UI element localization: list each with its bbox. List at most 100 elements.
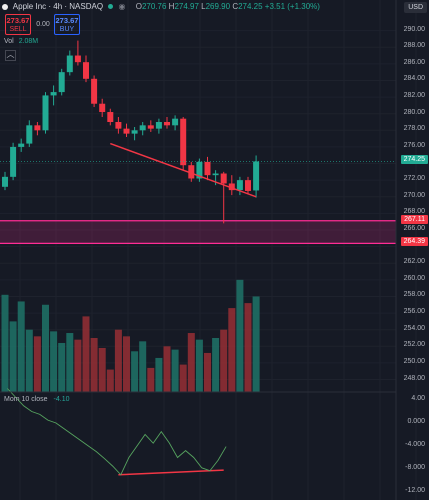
volume-bar (244, 303, 252, 392)
volume-bar (50, 331, 58, 392)
volume-value: 2.08M (18, 38, 39, 45)
volume-bar (252, 296, 260, 392)
volume-bar (42, 304, 49, 392)
candle (58, 68, 65, 96)
price-axis-label: 270.00 (403, 191, 425, 199)
candle-body (74, 55, 81, 63)
volume-bar (236, 279, 244, 392)
volume-bar (228, 308, 236, 392)
price-axis-label: 280.00 (403, 108, 425, 116)
indicator-axis-label: -12.00 (405, 487, 425, 494)
volume-bar (74, 339, 82, 392)
volume-bar (123, 336, 130, 392)
candle (172, 115, 179, 131)
volume-bar (1, 294, 9, 392)
price-axis-label: 256.00 (403, 308, 425, 316)
spread-value: 0.00 (36, 21, 50, 28)
price-axis-label: 258.00 (403, 291, 425, 299)
price-axis-label: 286.00 (403, 58, 425, 66)
sell-price: 273.67 (6, 16, 30, 25)
candle (196, 158, 203, 182)
candle (34, 122, 41, 136)
zone-fill (0, 220, 396, 244)
momentum-pane (7, 388, 227, 476)
price-tag: 274.25 (400, 155, 428, 165)
candle (204, 156, 211, 181)
momentum-line (7, 388, 227, 476)
candle-body (253, 161, 260, 191)
ohlc-change: +3.51 (+1.30%) (264, 2, 320, 11)
candle (245, 176, 251, 194)
sell-button[interactable]: 273.67 SELL (5, 14, 31, 35)
candle-body (204, 161, 211, 176)
volume-bar (171, 349, 179, 392)
volume-bar (17, 301, 25, 392)
price-axis-label: 278.00 (403, 125, 425, 133)
price-axis-label: 282.00 (403, 92, 425, 100)
candle-body (58, 72, 65, 93)
market-status-icon (108, 4, 114, 10)
price-axis-label: 266.00 (403, 225, 425, 232)
candle (91, 75, 98, 108)
volume-bar (212, 338, 220, 392)
price-axis-label: 262.00 (403, 258, 425, 266)
volume-bar (82, 316, 90, 392)
candle-body (18, 143, 25, 147)
candle (2, 171, 8, 191)
candle-body (172, 118, 179, 126)
collapse-chevron-icon[interactable]: ︿ (5, 50, 16, 61)
candle-body (188, 165, 195, 179)
candle-body (228, 183, 235, 191)
volume-bar (66, 333, 74, 392)
candle (74, 40, 81, 66)
trendlines[interactable] (110, 142, 257, 476)
candle-body (42, 95, 49, 131)
candle (123, 123, 130, 137)
volume-bar (155, 357, 163, 392)
volume-bar (25, 329, 33, 392)
candle-body (180, 118, 187, 166)
indicator-axis-label: -4.000 (405, 441, 425, 448)
candle (107, 108, 114, 126)
buy-button[interactable]: 273.67 BUY (54, 14, 80, 35)
volume-bar (179, 364, 187, 392)
candle-body (2, 176, 8, 187)
candle (180, 117, 187, 171)
volume-bar (90, 338, 98, 392)
indicator-name: Mom 10 close (4, 396, 48, 403)
volume-bar (139, 341, 147, 392)
candle-body (164, 122, 170, 126)
candle (131, 126, 138, 141)
indicator-axis-label: 4.00 (411, 395, 425, 402)
price-axis-label: 250.00 (403, 357, 425, 365)
candle-body (50, 92, 57, 96)
volume-bar (114, 329, 122, 392)
chart-header: Apple Inc · 4h · NASDAQ ◉ O270.76 H274.9… (0, 0, 320, 14)
indicator-axis-label: 0.000 (407, 418, 425, 425)
price-axis-label: 248.00 (403, 374, 425, 382)
eye-icon[interactable]: ◉ (118, 2, 126, 11)
candle (253, 155, 260, 198)
price-trendline (110, 142, 257, 198)
candle-body (115, 122, 122, 129)
candle (10, 142, 17, 181)
volume-bar (187, 333, 195, 392)
candle (66, 50, 73, 76)
candle-body (139, 125, 146, 131)
candle (99, 98, 106, 118)
candle (147, 120, 154, 132)
candle-body (34, 125, 41, 131)
candle-body (26, 125, 33, 144)
volume-bar (98, 347, 106, 392)
candle-body (245, 180, 251, 191)
price-axis-label: 272.00 (403, 175, 425, 183)
indicator-legend: Mom 10 close -4.10 (4, 396, 70, 403)
candle-body (123, 128, 130, 134)
candle-body (131, 130, 138, 134)
indicator-axis-label: -8.000 (405, 464, 425, 471)
ohlc-close: 274.25 (238, 2, 263, 11)
symbol-title[interactable]: Apple Inc · 4h · NASDAQ (12, 2, 104, 11)
currency-selector[interactable]: USD (404, 2, 427, 13)
volume-legend: Vol 2.08M (4, 38, 38, 45)
